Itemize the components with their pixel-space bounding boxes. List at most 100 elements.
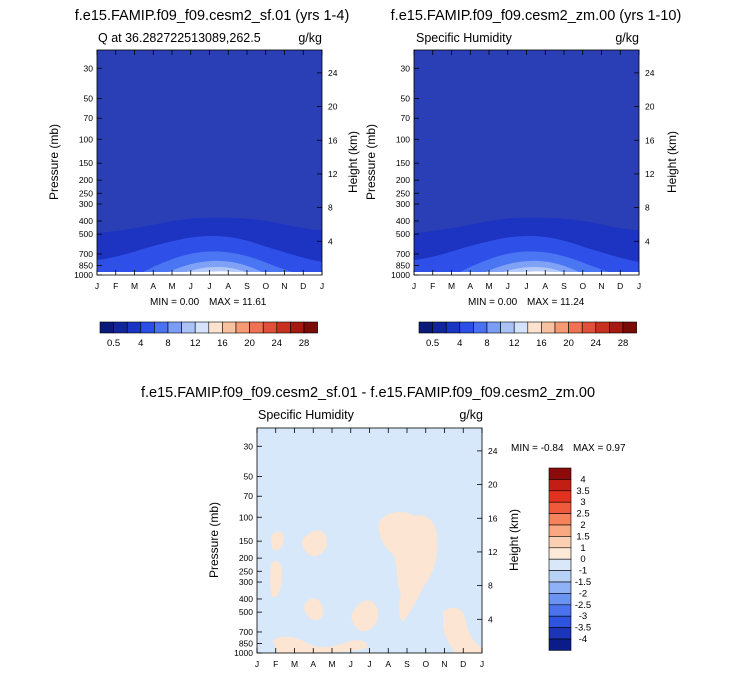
x-tick-label: M bbox=[328, 659, 335, 669]
colorbar-swatch bbox=[418, 321, 433, 334]
height-tick-label: 24 bbox=[488, 446, 498, 456]
x-tick-label: S bbox=[404, 659, 410, 669]
colorbar-label: 0 bbox=[580, 554, 585, 565]
panel-1-y-axis-right: 24 20 16 12 8 4 bbox=[317, 68, 338, 246]
colorbar-label: 2.5 bbox=[576, 509, 589, 520]
panel-3-ylabel: Pressure (mb) bbox=[207, 502, 221, 578]
colorbar-label: 3 bbox=[580, 497, 585, 508]
y-tick-label: 200 bbox=[396, 175, 410, 185]
y-tick-label: 30 bbox=[401, 63, 411, 73]
panel-3-positive-region bbox=[304, 598, 324, 621]
x-tick-label: M bbox=[485, 281, 492, 291]
height-tick-label: 12 bbox=[488, 547, 498, 557]
colorbar-swatch bbox=[473, 321, 488, 334]
colorbar-swatch bbox=[568, 321, 583, 334]
colorbar-swatch bbox=[167, 321, 182, 334]
y-tick-label: 300 bbox=[79, 199, 93, 209]
colorbar-label: 8 bbox=[165, 338, 170, 349]
height-tick-label: 24 bbox=[328, 68, 338, 78]
colorbar-swatch bbox=[249, 321, 264, 334]
colorbar-swatch bbox=[581, 321, 597, 334]
colorbar-swatch bbox=[140, 321, 155, 334]
panel-2-y-axis-right: 24 20 16 12 8 4 bbox=[634, 68, 655, 246]
x-tick-label: M bbox=[291, 659, 298, 669]
panel-1-ylabel-right: Height (km) bbox=[346, 131, 360, 193]
colorbar-label: 4 bbox=[580, 474, 585, 485]
x-tick-label: A bbox=[385, 659, 391, 669]
colorbar-label: 16 bbox=[217, 338, 228, 349]
panel-3-units: g/kg bbox=[459, 408, 483, 422]
colorbar-swatch bbox=[548, 524, 572, 537]
colorbar-label: 1.5 bbox=[576, 531, 589, 542]
height-tick-label: 8 bbox=[488, 581, 493, 591]
colorbar-swatch bbox=[622, 321, 637, 334]
y-tick-label: 400 bbox=[396, 216, 410, 226]
colorbar-label: 24 bbox=[591, 338, 602, 349]
colorbar-swatch bbox=[548, 513, 572, 526]
colorbar-label: 0.5 bbox=[426, 338, 439, 349]
colorbar-swatch bbox=[541, 321, 556, 334]
height-tick-label: 8 bbox=[645, 203, 650, 213]
y-tick-label: 100 bbox=[79, 134, 93, 144]
colorbar-swatch bbox=[548, 627, 572, 640]
y-tick-label: 1000 bbox=[234, 648, 253, 658]
y-tick-label: 100 bbox=[239, 512, 253, 522]
panel-3-title: f.e15.FAMIP.f09_f09.cesm2_sf.01 - f.e15.… bbox=[141, 385, 595, 401]
y-tick-label: 850 bbox=[79, 260, 93, 270]
panel-2-colorbar: 0.5 4 8 12 16 20 24 28 bbox=[418, 321, 637, 349]
colorbar-swatch bbox=[548, 581, 572, 594]
colorbar-swatch bbox=[432, 321, 447, 334]
colorbar-swatch bbox=[126, 321, 142, 334]
colorbar-swatch bbox=[113, 321, 128, 334]
x-tick-label: J bbox=[320, 281, 324, 291]
y-tick-label: 30 bbox=[244, 441, 254, 451]
colorbar-swatch bbox=[486, 321, 501, 334]
colorbar-label: 16 bbox=[536, 338, 547, 349]
y-tick-label: 1000 bbox=[391, 270, 410, 280]
colorbar-swatch bbox=[548, 536, 572, 549]
panel-3-positive-region bbox=[269, 560, 283, 598]
colorbar-swatch bbox=[548, 638, 572, 651]
x-tick-label: D bbox=[460, 659, 466, 669]
colorbar-swatch bbox=[548, 490, 572, 503]
panel-1: f.e15.FAMIP.f09_f09.cesm2_sf.01 (yrs 1-4… bbox=[47, 8, 360, 349]
panel-2-max: MAX = 11.24 bbox=[527, 297, 585, 308]
y-tick-label: 500 bbox=[239, 607, 253, 617]
colorbar-label: 20 bbox=[563, 338, 574, 349]
height-tick-label: 16 bbox=[488, 513, 498, 523]
colorbar-label: 0.5 bbox=[107, 338, 120, 349]
colorbar-swatch bbox=[194, 321, 210, 334]
y-tick-label: 500 bbox=[396, 229, 410, 239]
x-tick-label: J bbox=[367, 659, 371, 669]
x-tick-label: J bbox=[349, 659, 353, 669]
panel-3-ylabel-right: Height (km) bbox=[507, 509, 521, 571]
colorbar-label: -1.5 bbox=[575, 577, 591, 588]
colorbar-swatch bbox=[276, 321, 291, 334]
height-tick-label: 20 bbox=[645, 102, 655, 112]
colorbar-swatch bbox=[548, 467, 572, 480]
height-tick-label: 20 bbox=[328, 102, 338, 112]
y-tick-label: 400 bbox=[79, 216, 93, 226]
y-tick-label: 150 bbox=[239, 536, 253, 546]
y-tick-label: 700 bbox=[396, 249, 410, 259]
colorbar-label: -2 bbox=[579, 588, 587, 599]
height-tick-label: 12 bbox=[328, 169, 338, 179]
colorbar-swatch bbox=[235, 321, 250, 334]
panel-2-ylabel: Pressure (mb) bbox=[364, 124, 378, 200]
panel-3-left-label: Specific Humidity bbox=[258, 408, 355, 422]
colorbar-label: 24 bbox=[272, 338, 283, 349]
y-tick-label: 700 bbox=[79, 249, 93, 259]
x-tick-label: F bbox=[430, 281, 435, 291]
colorbar-swatch bbox=[548, 593, 572, 606]
x-tick-label: J bbox=[207, 281, 211, 291]
colorbar-swatch bbox=[548, 558, 572, 571]
panel-1-min: MIN = 0.00 bbox=[150, 297, 200, 308]
colorbar-swatch bbox=[548, 547, 572, 560]
x-tick-label: A bbox=[150, 281, 156, 291]
colorbar-swatch bbox=[154, 321, 169, 334]
colorbar-label: 8 bbox=[484, 338, 489, 349]
